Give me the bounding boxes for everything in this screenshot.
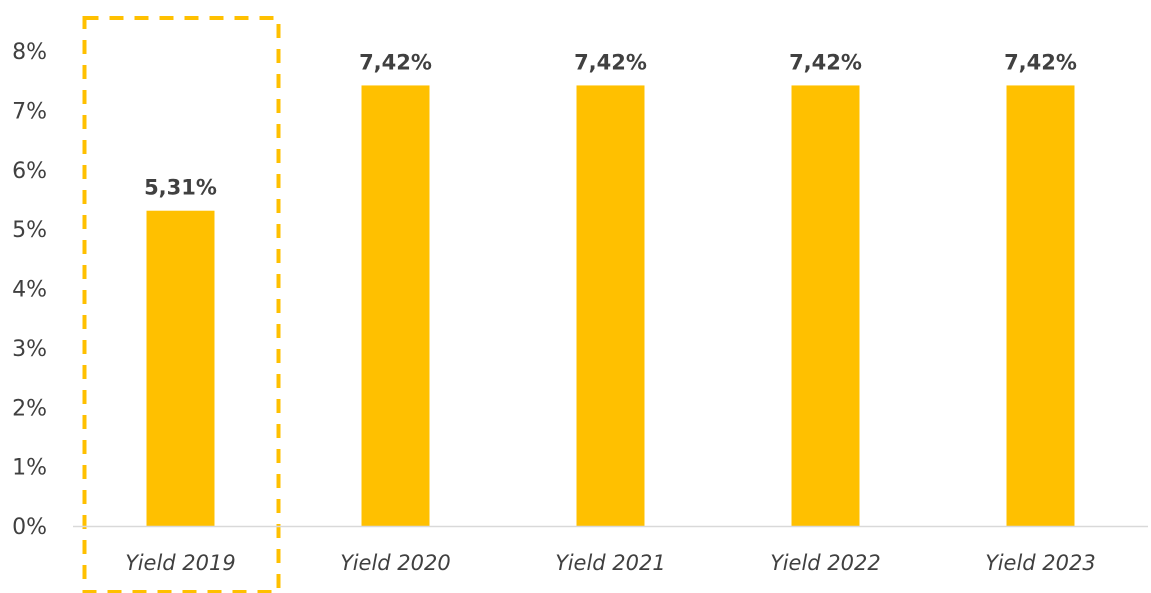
x-tick-label: Yield 2022	[770, 551, 881, 575]
data-labels: 5,31% 7,42% 7,42% 7,42% 7,42%	[144, 50, 1077, 199]
bars	[146, 85, 1075, 526]
x-tick-label: Yield 2019	[125, 551, 236, 575]
x-tick-label: Yield 2023	[985, 551, 1096, 575]
y-tick-label: 6%	[12, 159, 47, 184]
y-tick-label: 4%	[12, 278, 47, 303]
y-tick-label: 8%	[12, 40, 47, 65]
y-tick-label: 3%	[12, 337, 47, 362]
data-label: 5,31%	[144, 176, 217, 200]
x-tick-label: Yield 2020	[340, 551, 451, 575]
x-axis-ticks: Yield 2019 Yield 2020 Yield 2021 Yield 2022…	[125, 551, 1096, 575]
y-tick-label: 5%	[12, 218, 47, 243]
y-tick-label: 7%	[12, 99, 47, 124]
bar-yield-2021	[576, 85, 645, 526]
highlight-layer	[82, 16, 281, 593]
bar-yield-2019	[146, 210, 215, 526]
x-tick-label: Yield 2021	[555, 551, 666, 575]
data-label: 7,42%	[1004, 50, 1077, 74]
y-tick-label: 1%	[12, 456, 47, 481]
data-label: 7,42%	[574, 50, 647, 74]
y-axis-ticks: 0% 1% 2% 3% 4% 5% 6% 7% 8%	[12, 40, 47, 540]
data-label: 7,42%	[789, 50, 862, 74]
data-label: 7,42%	[359, 50, 432, 74]
y-tick-label: 2%	[12, 396, 47, 421]
highlight-box	[82, 16, 281, 593]
bar-yield-2022	[791, 85, 860, 526]
bar-yield-2020	[361, 85, 430, 526]
bar-yield-2023	[1006, 85, 1075, 526]
y-tick-label: 0%	[12, 515, 47, 540]
